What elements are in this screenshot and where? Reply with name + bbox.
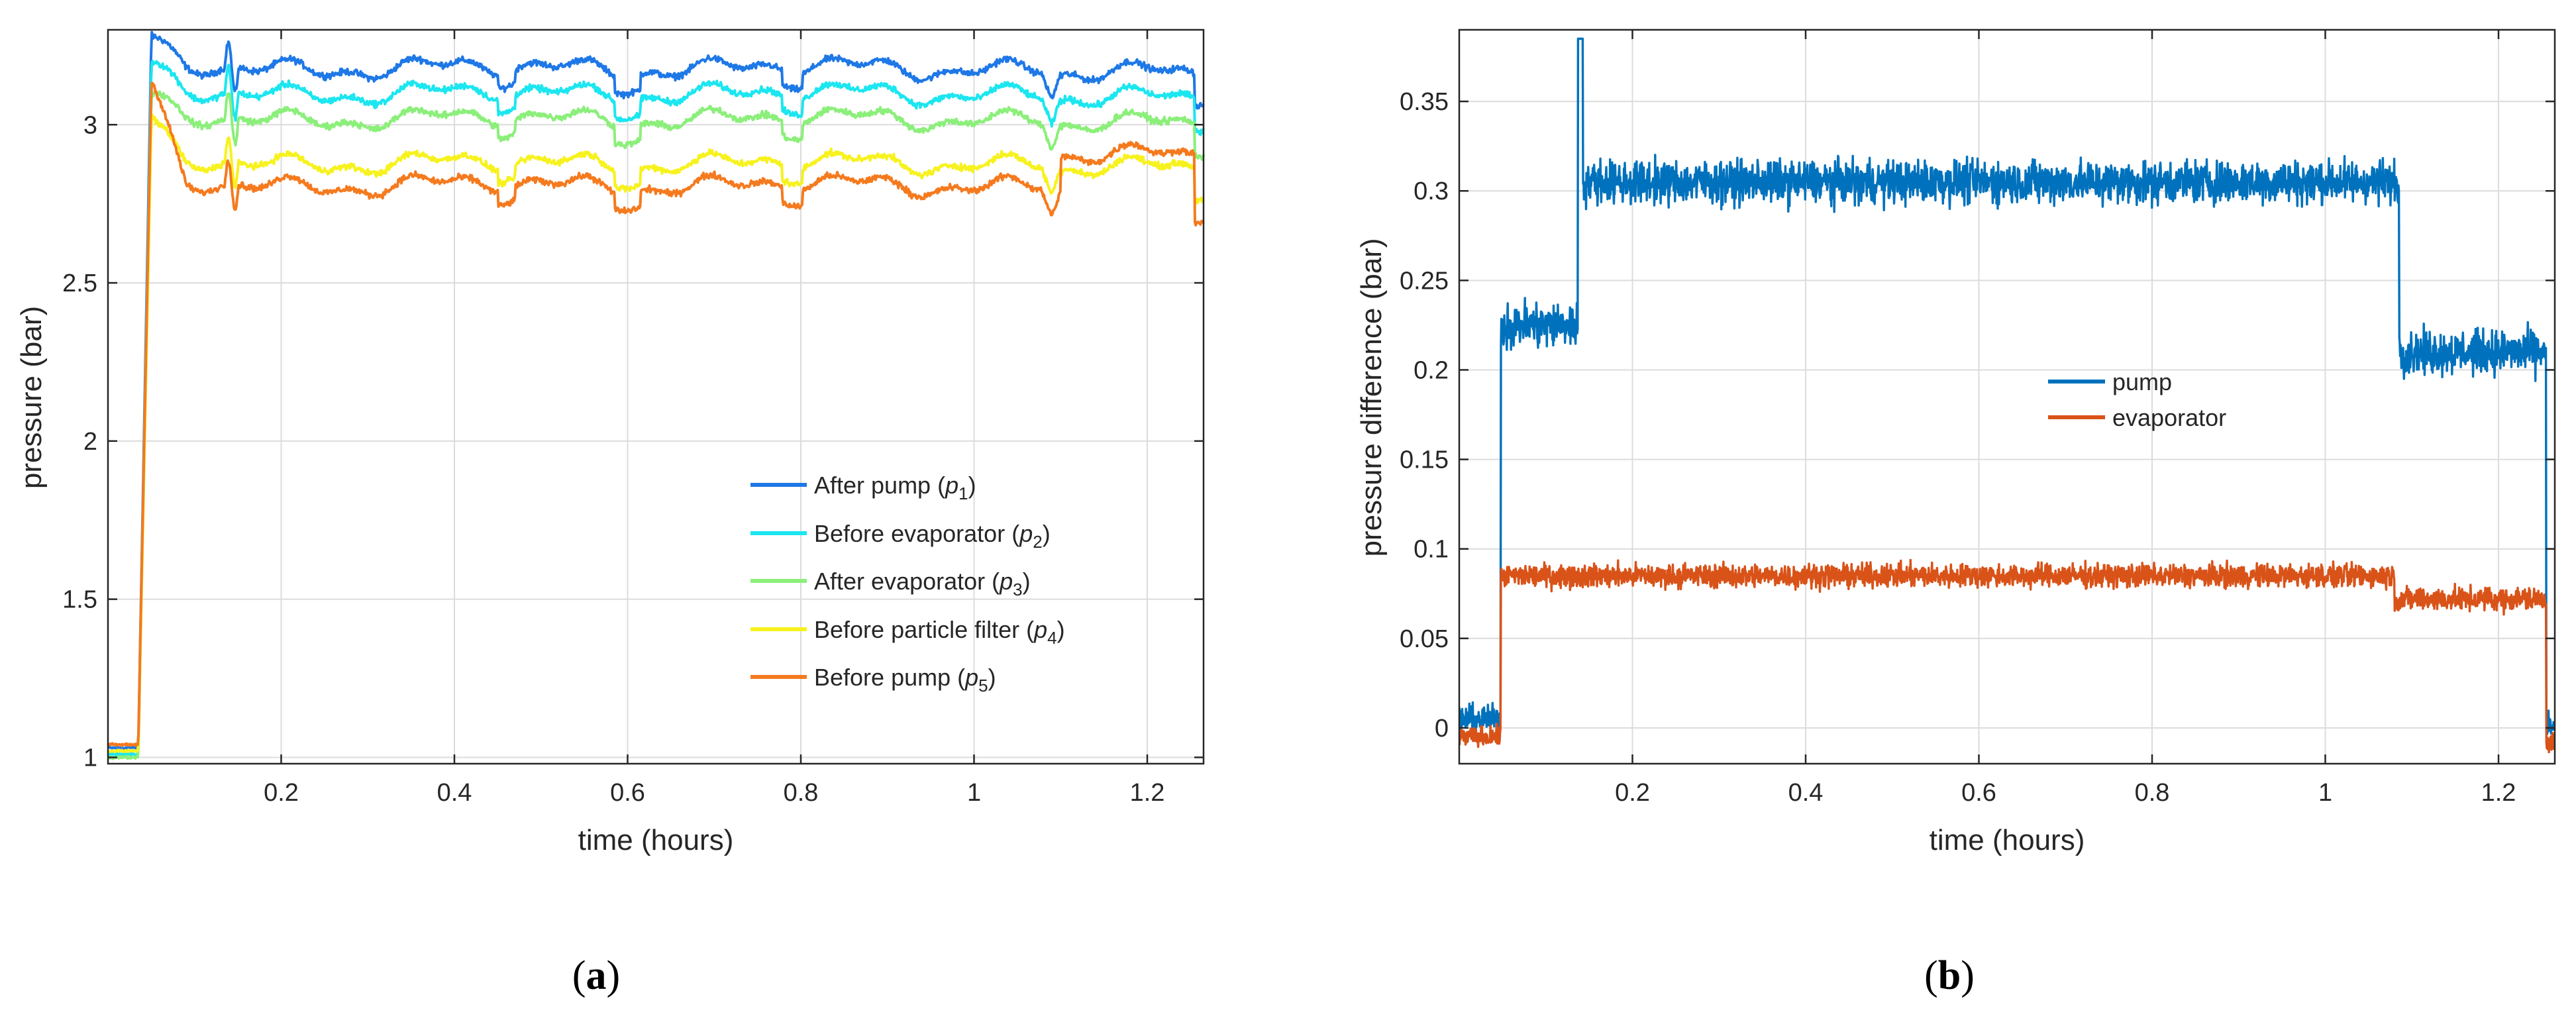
y-tick-label: 0.3 (1414, 178, 1449, 205)
y-tick-label: 0.05 (1400, 625, 1449, 653)
chart-a-ticks: 0.2 0.4 0.6 0.8 1 1.2 1 1.5 2 2.5 3 (62, 30, 1204, 807)
chart-a-plot-area (108, 30, 1204, 764)
chart-b-frame (1458, 28, 2556, 765)
x-tick-label: 0.8 (784, 779, 819, 807)
chart-a-ylabel: pressure (bar) (15, 306, 48, 489)
series-line-pump (1459, 37, 2555, 736)
legend-label-p3: After evaporator (p3) (814, 568, 1031, 599)
legend-item-p4: Before particle filter (p4) (750, 616, 1065, 648)
legend-item-p3: After evaporator (p3) (750, 568, 1031, 599)
x-tick-label: 1 (967, 779, 981, 807)
x-tick-label: 1.2 (2481, 779, 2516, 807)
chart-b-ylabel: pressure difference (bar) (1355, 238, 1388, 557)
legend-label-pump: pump (2112, 368, 2172, 395)
y-tick-label: 2.5 (62, 270, 97, 297)
panel-label-a: (a) (572, 953, 620, 998)
legend-label-p5: Before pump (p5) (814, 664, 996, 695)
chart-a: 0.2 0.4 0.6 0.8 1 1.2 1 1.5 2 2.5 3 time (hours) p… (15, 28, 1205, 998)
y-tick-label: 0.25 (1400, 267, 1449, 295)
legend-label-evaporator: evaporator (2112, 404, 2226, 431)
y-tick-label: 2 (83, 428, 97, 456)
y-tick-label: 0.2 (1414, 356, 1449, 384)
chart-b: 0.2 0.4 0.6 0.8 1 1.2 0 0.05 0.1 0.15 0.2 0.25 0.3 0.… (1355, 28, 2556, 998)
series-line-p1 (107, 30, 1205, 750)
chart-a-frame (107, 28, 1205, 765)
chart-b-plot-area (1459, 30, 2555, 764)
x-tick-label: 0.2 (264, 779, 299, 807)
series-line-p2 (107, 60, 1205, 757)
x-tick-label: 1.2 (1130, 779, 1165, 807)
legend-label-p2: Before evaporator (p2) (814, 520, 1051, 552)
chart-a-legend: After pump (p1) Before evaporator (p2) A… (750, 472, 1065, 695)
chart-b-series (1459, 37, 2555, 754)
x-tick-label: 0.6 (1961, 779, 1996, 807)
y-tick-label: 0.35 (1400, 88, 1449, 116)
chart-a-series (107, 30, 1205, 760)
chart-b-ticks: 0.2 0.4 0.6 0.8 1 1.2 0 0.05 0.1 0.15 0.2 0.25 0.3 0.… (1400, 30, 2555, 807)
y-tick-label: 0.15 (1400, 446, 1449, 474)
chart-a-grid (108, 30, 1204, 764)
y-tick-label: 3 (83, 111, 97, 139)
y-tick-label: 0.1 (1414, 536, 1449, 564)
x-tick-label: 0.8 (2135, 779, 2170, 807)
legend-label-p4: Before particle filter (p4) (814, 616, 1065, 648)
legend-item-pump: pump (2048, 368, 2172, 395)
panel-label-b: (b) (1924, 953, 1975, 998)
y-tick-label: 1.5 (62, 586, 97, 614)
x-tick-label: 0.6 (610, 779, 645, 807)
y-tick-label: 0 (1435, 715, 1449, 742)
series-line-evaporator (1459, 558, 2555, 754)
x-tick-label: 1 (2318, 779, 2332, 807)
legend-item-p5: Before pump (p5) (750, 664, 996, 695)
y-tick-label: 1 (83, 744, 97, 772)
x-tick-label: 0.2 (1615, 779, 1650, 807)
series-line-p3 (107, 90, 1205, 760)
chart-b-xlabel: time (hours) (1930, 824, 2085, 856)
chart-b-legend: pump evaporator (2048, 368, 2226, 431)
x-tick-label: 0.4 (437, 779, 472, 807)
legend-item-p2: Before evaporator (p2) (750, 520, 1051, 552)
series-line-p5 (107, 81, 1205, 747)
legend-label-p1: After pump (p1) (814, 472, 976, 503)
x-tick-label: 0.4 (1788, 779, 1824, 807)
series-line-p4 (107, 113, 1205, 754)
legend-item-p1: After pump (p1) (750, 472, 976, 503)
chart-a-xlabel: time (hours) (578, 824, 734, 856)
legend-item-evaporator: evaporator (2048, 404, 2226, 431)
